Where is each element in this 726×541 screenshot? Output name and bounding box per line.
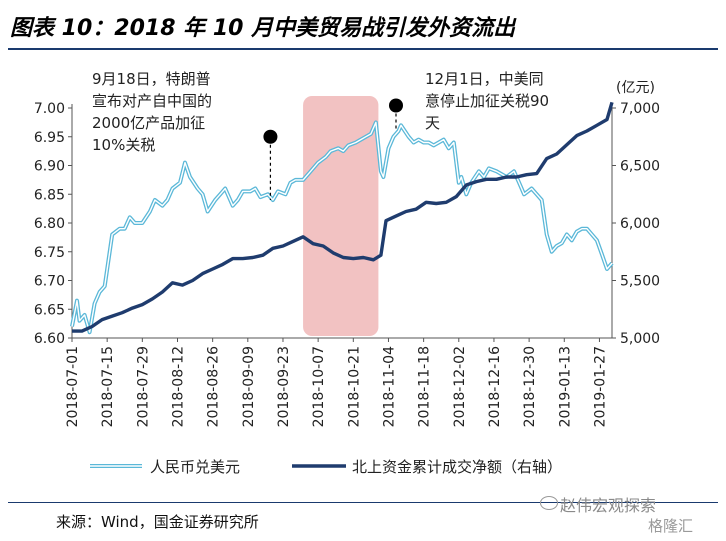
wechat-icon [540, 496, 558, 510]
y-left-tick-label: 6.65 [34, 302, 65, 318]
x-tick-label: 2018-12-16 [487, 346, 503, 427]
watermark-brand: 格隆汇 [648, 517, 694, 535]
y-right-tick-label: 6,500 [620, 159, 660, 175]
y-left-tick-label: 6.80 [34, 216, 65, 232]
x-tick-label: 2018-11-18 [417, 346, 433, 427]
x-tick-label: 2018-10-21 [346, 346, 362, 427]
shaded-period [303, 96, 379, 336]
x-tick-label: 2018-10-07 [311, 346, 327, 427]
chart-canvas: 6.60 6.65 6.70 6.75 6.80 6.85 6.90 6.95 7.00 5,00… [34, 70, 660, 476]
y-left-tick-label: 6.90 [34, 159, 65, 175]
annotation-text-1-line: 宣布对产自中国的 [92, 92, 212, 110]
series-line-northbound [72, 101, 614, 333]
x-tick-label: 2018-12-02 [452, 346, 468, 427]
x-tick-label: 2018-08-26 [206, 346, 222, 427]
source-note: 来源：Wind，国金证券研究所 [56, 513, 259, 531]
y-left-tick-label: 6.70 [34, 274, 65, 290]
annotation-marker-2 [389, 98, 403, 113]
series-line-rmb-inner [71, 121, 613, 333]
y-left-tick-label: 6.95 [34, 130, 65, 146]
y-right-unit-label: (亿元) [616, 80, 655, 96]
x-tick-label: 2018-09-09 [241, 346, 257, 427]
annotation-text-1-line: 10%关税 [92, 136, 155, 154]
annotation-text-2-line: 12月1日，中美同 [425, 70, 544, 88]
annotation-text-1-line: 2000亿产品加征 [92, 114, 205, 132]
title-bar: 图表 10：2018 年 10 月中美贸易战引发外资流出 [0, 0, 726, 52]
y-left-tick-label: 6.60 [34, 331, 65, 347]
annotation-text-2-line: 意停止加征关税90 [425, 92, 549, 110]
y-left-tick-label: 6.75 [34, 245, 65, 261]
y-right-tick-label: 7,000 [620, 101, 660, 117]
annotation-marker-1 [263, 129, 278, 144]
x-tick-label: 2018-07-29 [135, 346, 151, 427]
annotation-text-2-line: 天 [425, 114, 440, 132]
y-right-tick-label: 5,500 [620, 274, 660, 290]
x-tick-label: 2019-01-13 [557, 346, 573, 427]
annotation-text-1-line: 9月18日，特朗普 [92, 70, 211, 88]
footer-divider [8, 502, 718, 503]
watermark-text: 赵伟宏观探索 [560, 496, 657, 515]
x-tick-label: 2018-11-04 [381, 346, 397, 427]
y-left-tick-label: 7.00 [34, 101, 65, 117]
x-tick-label: 2019-01-27 [592, 346, 608, 427]
x-tick-label: 2018-07-15 [100, 346, 116, 427]
y-right-tick-label: 6,000 [620, 216, 660, 232]
page-title: 图表 10：2018 年 10 月中美贸易战引发外资流出 [10, 16, 516, 41]
x-tick-label: 2018-09-23 [276, 346, 292, 427]
x-tick-label: 2018-12-30 [522, 346, 538, 427]
legend-label-rmb: 人民币兑美元 [150, 458, 240, 476]
y-left-tick-label: 6.85 [34, 187, 65, 203]
legend-label-northbound: 北上资金累计成交净额（右轴） [352, 458, 562, 476]
x-tick-label: 2018-08-12 [170, 346, 186, 427]
title-divider [8, 48, 718, 50]
x-tick-label: 2018-07-01 [65, 346, 81, 427]
y-right-tick-label: 5,000 [620, 331, 660, 347]
